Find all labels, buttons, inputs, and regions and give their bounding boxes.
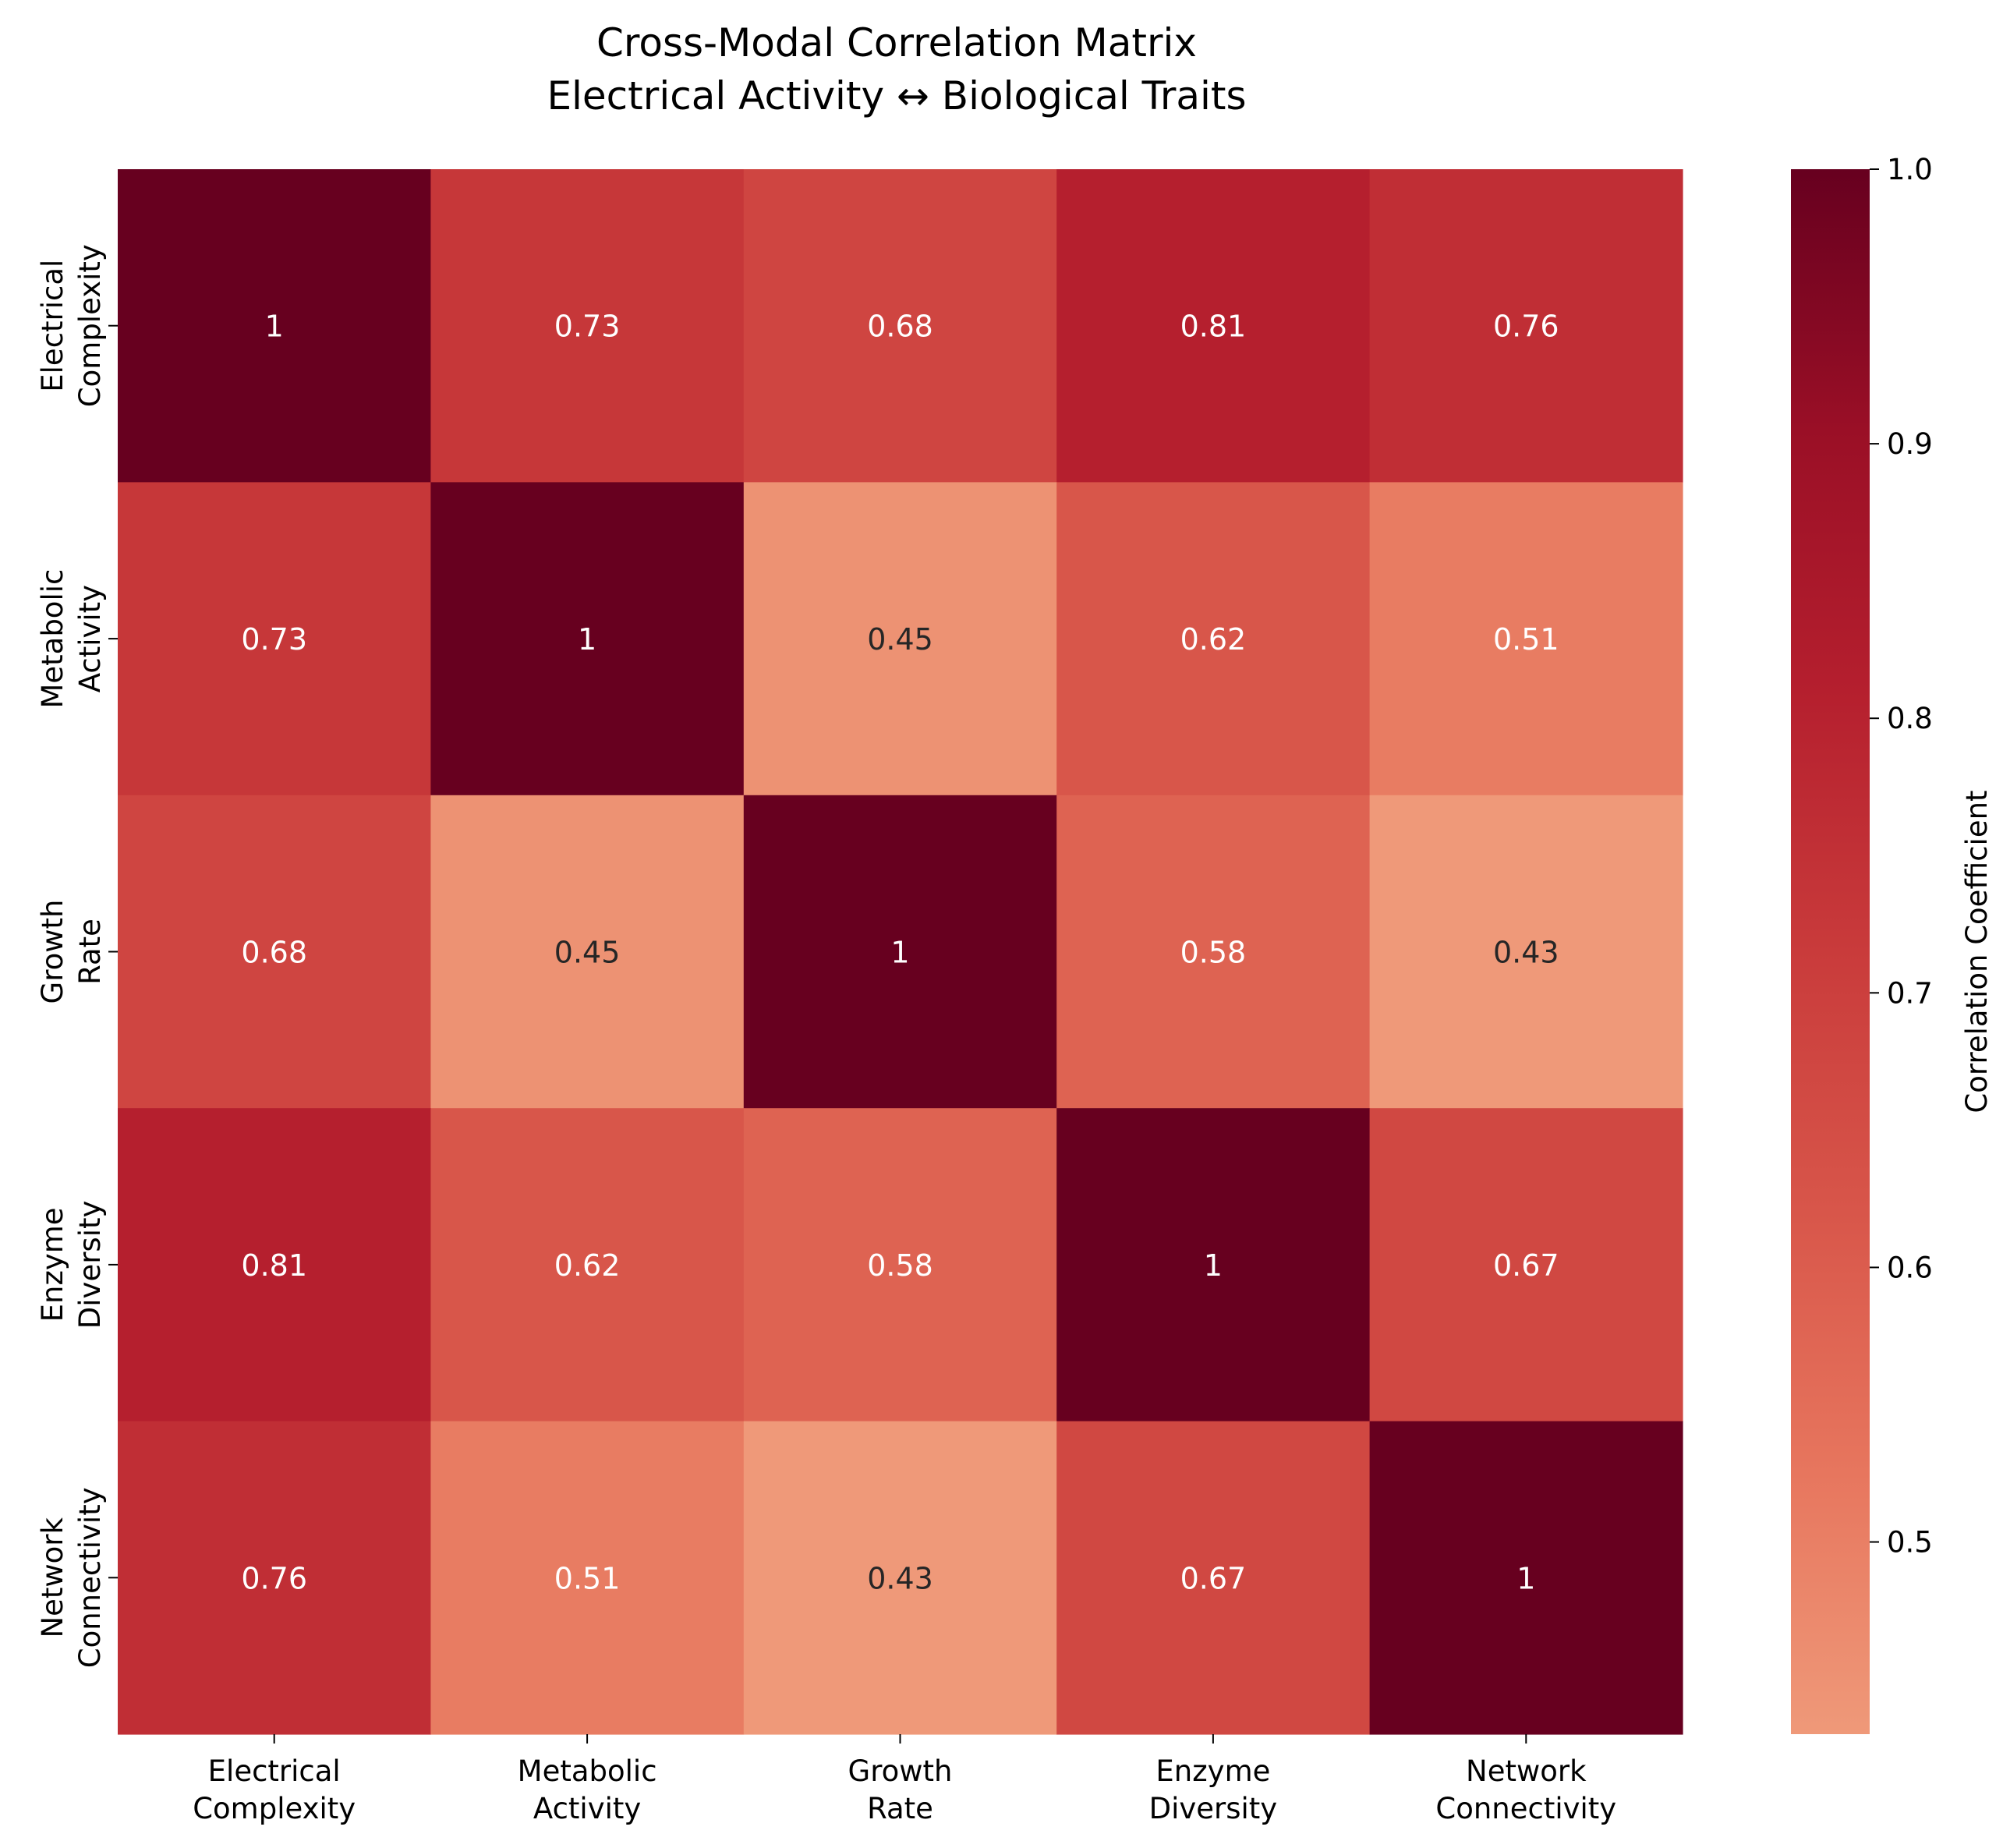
cell-value-label: 0.45 — [554, 936, 621, 970]
heatmap-annotations: 1 0.73 0.68 0.81 0.76 0.73 1 0.45 0.62 0.51 0.68 0.… — [241, 310, 1559, 1596]
cell-value-label: 0.73 — [241, 622, 307, 657]
cell-value-label: 1 — [1516, 1561, 1535, 1595]
cell-value-label: 0.76 — [1493, 310, 1559, 344]
x-tick-label: Complexity — [193, 1792, 356, 1825]
heatmap-cell — [430, 1108, 745, 1422]
y-tick-label: Network — [36, 1517, 69, 1637]
cell-value-label: 1 — [578, 622, 596, 657]
y-tick-label: Metabolic — [36, 569, 69, 709]
cell-value-label: 0.62 — [554, 1248, 621, 1283]
y-tick-label: Enzyme — [36, 1207, 69, 1322]
heatmap-cell — [743, 482, 1057, 796]
heatmap-cell — [1369, 169, 1683, 483]
x-tick-label: Growth — [848, 1754, 953, 1788]
heatmap-cell — [430, 1421, 745, 1735]
heatmap-cells — [118, 169, 1683, 1735]
cell-value-label: 0.67 — [1180, 1561, 1247, 1595]
cell-value-label: 0.58 — [867, 1248, 933, 1283]
heatmap-cell — [118, 1108, 431, 1422]
heatmap-cell — [1056, 1108, 1371, 1422]
colorbar-tick-label: 0.9 — [1887, 427, 1933, 461]
cell-value-label: 0.43 — [1493, 936, 1559, 970]
heatmap-cell — [118, 1421, 431, 1735]
heatmap-cell — [118, 795, 431, 1109]
x-tick-label: Enzyme — [1155, 1754, 1270, 1788]
cell-value-label: 0.73 — [554, 310, 621, 344]
y-tick-label: Complexity — [73, 244, 107, 407]
heatmap-cell — [118, 482, 431, 796]
heatmap-cell — [1369, 795, 1683, 1109]
x-tick-label: Electrical — [208, 1754, 341, 1788]
heatmap-cell — [1056, 1421, 1371, 1735]
x-axis-ticks: Electrical Complexity Metabolic Activity Gro… — [193, 1734, 1616, 1825]
colorbar-label: Correlation Coefficient — [1960, 790, 1994, 1113]
heatmap-cell — [743, 169, 1057, 483]
colorbar-tick-label: 0.5 — [1887, 1526, 1933, 1559]
heatmap-cell — [118, 169, 431, 483]
y-tick-label: Activity — [73, 585, 107, 692]
cell-value-label: 1 — [265, 310, 284, 344]
y-tick-label: Growth — [36, 900, 69, 1004]
colorbar: 0.5 0.6 0.7 0.8 0.9 1.0 Correlation Coefficien… — [1791, 153, 1994, 1734]
chart-title-line-1: Cross-Modal Correlation Matrix — [596, 20, 1197, 65]
colorbar-tick-label: 0.8 — [1887, 702, 1933, 735]
cell-value-label: 0.67 — [1493, 1248, 1559, 1283]
x-tick-label: Connectivity — [1435, 1792, 1616, 1825]
heatmap-cell — [430, 169, 745, 483]
heatmap-cell — [1369, 1421, 1683, 1735]
cell-value-label: 0.43 — [867, 1561, 933, 1595]
heatmap-cell — [1056, 482, 1371, 796]
cell-value-label: 0.76 — [241, 1561, 307, 1595]
cell-value-label: 0.51 — [1493, 622, 1559, 657]
cell-value-label: 1 — [1204, 1248, 1223, 1283]
cell-value-label: 0.58 — [1180, 936, 1247, 970]
cell-value-label: 0.81 — [241, 1248, 307, 1283]
colorbar-tick-label: 0.7 — [1887, 976, 1933, 1010]
y-tick-label: Rate — [73, 919, 107, 985]
heatmap-cell — [1369, 482, 1683, 796]
y-tick-label: Connectivity — [73, 1487, 107, 1668]
cell-value-label: 0.45 — [867, 622, 933, 657]
heatmap-cell — [743, 1108, 1057, 1422]
heatmap-cell — [430, 795, 745, 1109]
y-tick-label: Electrical — [36, 260, 69, 392]
y-axis-ticks: Electrical Complexity Metabolic Activity Gro… — [36, 244, 118, 1668]
cell-value-label: 0.51 — [554, 1561, 621, 1595]
x-tick-label: Diversity — [1149, 1792, 1278, 1825]
cell-value-label: 0.68 — [241, 936, 307, 970]
colorbar-gradient — [1791, 169, 1870, 1734]
colorbar-tick-label: 0.6 — [1887, 1251, 1933, 1284]
cell-value-label: 0.68 — [867, 310, 933, 344]
heatmap-cell — [1369, 1108, 1683, 1422]
x-tick-label: Metabolic — [518, 1754, 657, 1788]
cell-value-label: 0.62 — [1180, 622, 1247, 657]
cell-value-label: 1 — [890, 936, 909, 970]
y-tick-label: Diversity — [73, 1201, 107, 1329]
x-tick-label: Activity — [533, 1792, 641, 1825]
x-tick-label: Rate — [867, 1792, 933, 1825]
chart-title-line-2: Electrical Activity ↔ Biological Traits — [547, 73, 1246, 119]
heatmap-cell — [1056, 795, 1371, 1109]
chart-title: Cross-Modal Correlation Matrix Electrica… — [547, 20, 1246, 119]
heatmap-cell — [743, 1421, 1057, 1735]
heatmap-cell — [1056, 169, 1371, 483]
heatmap-cell — [743, 795, 1057, 1109]
heatmap-cell — [430, 482, 745, 796]
cell-value-label: 0.81 — [1180, 310, 1247, 344]
x-tick-label: Network — [1466, 1754, 1587, 1788]
colorbar-tick-label: 1.0 — [1887, 153, 1933, 186]
